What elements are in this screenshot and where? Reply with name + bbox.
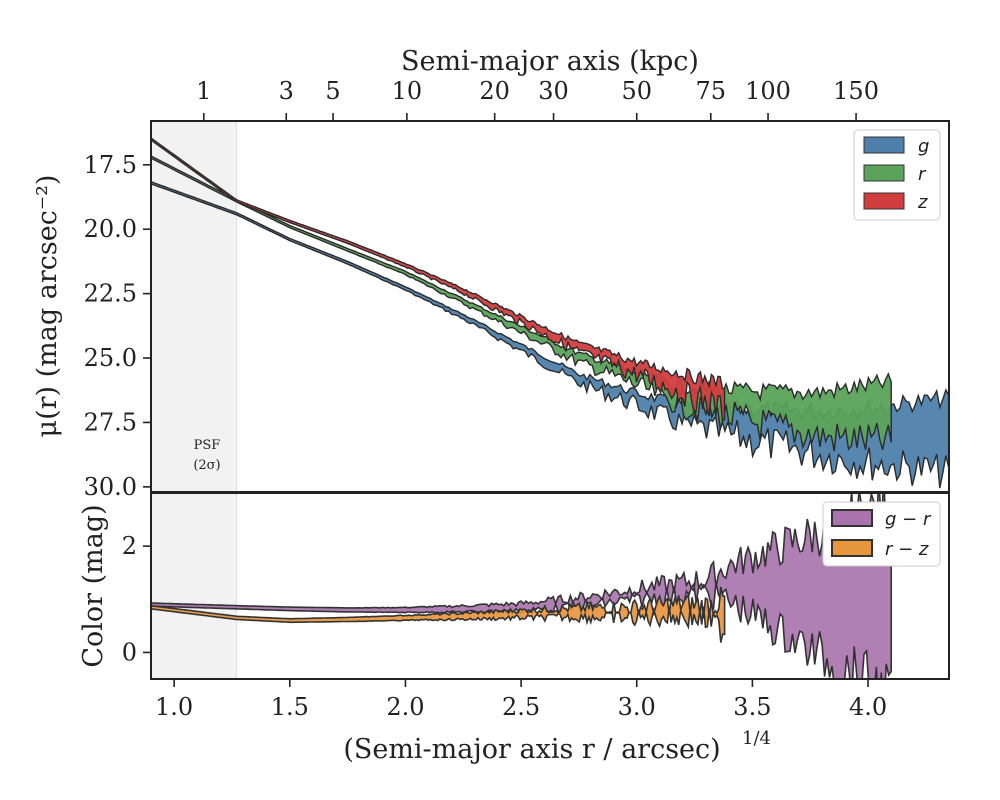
top-x-tick-label: 30 [538, 77, 569, 105]
x-tick-label: 4.0 [849, 693, 887, 721]
legend-swatch-g [863, 136, 905, 154]
psf-label: PSF [194, 438, 221, 453]
top-x-tick-label: 50 [621, 77, 652, 105]
y-axis-title-top: μ(r) (mag arcsec⁻²) [32, 175, 63, 438]
x-tick-label: 3.5 [733, 693, 771, 721]
y-tick-label-top: 25.0 [84, 344, 137, 372]
x-tick-label: 1.0 [155, 693, 193, 721]
top-x-axis-title: Semi-major axis (kpc) [401, 46, 699, 77]
series-rz-band [151, 586, 726, 643]
psf-region-bottom [150, 492, 238, 680]
y-tick-label-top: 20.0 [84, 215, 137, 243]
series-gr-band [151, 493, 893, 679]
y-axis-title-bottom: Color (mag) [78, 504, 109, 667]
x-tick-label: 3.0 [618, 693, 656, 721]
legend-swatch-r [863, 164, 905, 182]
legend-label-r: r [918, 164, 927, 185]
top-x-tick-label: 75 [695, 77, 726, 105]
top-x-tick-label: 100 [745, 77, 791, 105]
x-tick-label: 2.5 [502, 693, 540, 721]
top-x-tick-label: 1 [196, 77, 211, 105]
psf-region-top [150, 120, 238, 493]
y-tick-label-top: 22.5 [84, 280, 137, 308]
y-tick-label-bottom: 0 [122, 638, 137, 666]
psf-sigma-label: (2σ) [193, 458, 220, 473]
legend-swatch-z [863, 192, 905, 210]
series-r-band [151, 155, 892, 452]
x-tick-label: 2.0 [386, 693, 424, 721]
x-axis-title: (Semi-major axis r / arcsec) [343, 734, 720, 765]
x-tick-label: 1.5 [271, 693, 309, 721]
y-tick-label-top: 30.0 [84, 473, 137, 501]
top-x-tick-label: 150 [833, 77, 879, 105]
axis-ticks: 17.5 20.0 22.5 25.0 27.5 30.0 0 2 1.0 1.5 2.0 2.5 3.… [84, 77, 888, 721]
legend-bottom: g − r r − z [822, 501, 941, 567]
legend-top: grz [853, 129, 941, 221]
top-x-tick-label: 20 [479, 77, 510, 105]
y-tick-label-bottom: 2 [122, 532, 137, 560]
top-x-tick-label: 3 [279, 77, 294, 105]
legend-label-z: z [917, 192, 928, 213]
y-tick-label-top: 17.5 [84, 151, 137, 179]
top-x-tick-label: 10 [392, 77, 423, 105]
bottom-panel-frame [150, 492, 950, 680]
top-x-tick-label: 5 [325, 77, 340, 105]
legend-label-color-1: r − z [885, 539, 929, 560]
color-series [151, 493, 893, 679]
y-tick-label-top: 27.5 [84, 408, 137, 436]
legend-label-color-0: g − r [885, 509, 932, 530]
legend-swatch-color-0 [831, 509, 873, 527]
series-z-band [151, 137, 726, 421]
surface-brightness-series [151, 137, 949, 489]
x-axis-title-exponent: 1/4 [742, 728, 771, 749]
legend-label-g: g [918, 136, 929, 157]
legend-swatch-color-1 [831, 539, 873, 557]
